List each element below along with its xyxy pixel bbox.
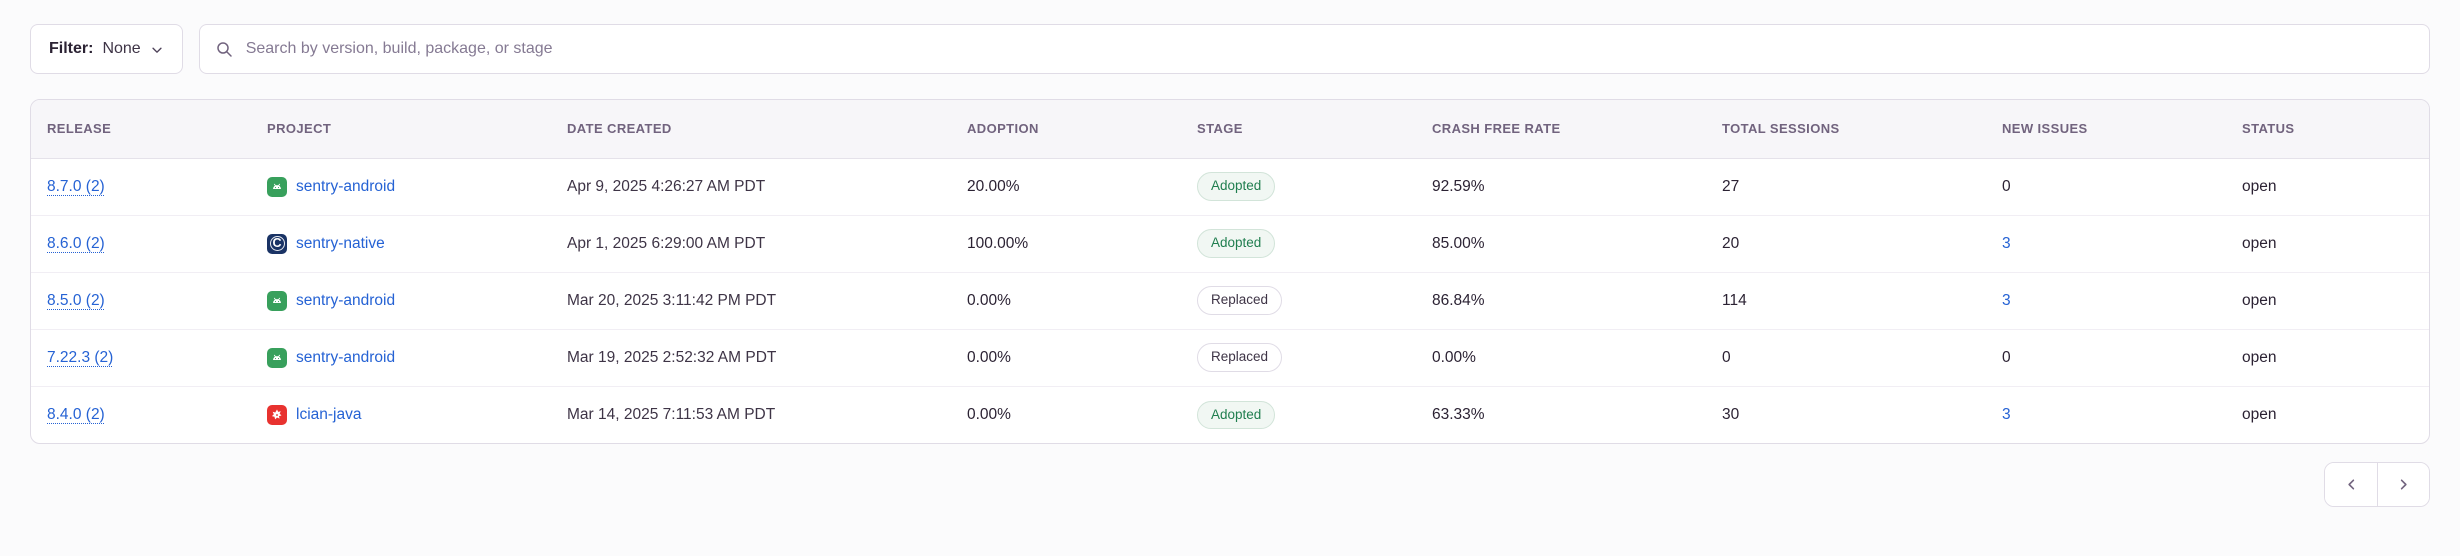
adoption-value: 0.00% <box>951 271 1181 329</box>
releases-table-card: RELEASE PROJECT DATE CREATED ADOPTION ST… <box>30 99 2430 444</box>
release-link[interactable]: 7.22.3 (2) <box>47 348 114 366</box>
search-icon <box>216 41 232 57</box>
table-row: 7.22.3 (2) sentry-android Mar 19, 2025 2… <box>31 328 2429 386</box>
project-link[interactable]: lcian-java <box>296 405 362 423</box>
adoption-value: 100.00% <box>951 214 1181 272</box>
search-bar <box>198 24 2430 74</box>
new-issues-value: 0 <box>2002 177 2011 195</box>
status-value: open <box>2226 271 2429 329</box>
date-created-value: Mar 19, 2025 2:52:32 AM PDT <box>551 328 951 386</box>
search-input[interactable] <box>243 39 2413 59</box>
table-header-row: RELEASE PROJECT DATE CREATED ADOPTION ST… <box>31 100 2429 159</box>
total-sessions-value: 0 <box>1706 328 1986 386</box>
chevron-right-icon <box>2400 479 2407 490</box>
stage-badge: Adopted <box>1197 400 1276 429</box>
release-link[interactable]: 8.5.0 (2) <box>47 291 105 309</box>
stage-badge: Replaced <box>1197 286 1283 315</box>
project-link[interactable]: sentry-android <box>296 291 396 309</box>
project-link[interactable]: sentry-android <box>296 177 396 195</box>
crash-free-rate-value: 86.84% <box>1416 271 1706 329</box>
toolbar: Filter: None <box>30 24 2430 74</box>
status-value: open <box>2226 214 2429 272</box>
total-sessions-value: 27 <box>1722 177 1740 195</box>
status-value: open <box>2226 328 2429 386</box>
pagination-button-group <box>2324 462 2430 507</box>
crash-free-rate-value: 85.00% <box>1416 214 1706 272</box>
java-icon <box>267 404 287 425</box>
stage-badge: Adopted <box>1197 229 1276 258</box>
total-sessions-value: 20 <box>1706 214 1986 272</box>
adoption-value: 0.00% <box>951 328 1181 386</box>
column-header-stage: STAGE <box>1181 100 1416 159</box>
android-icon <box>267 347 287 368</box>
column-header-crash-free-rate: CRASH FREE RATE <box>1416 100 1706 159</box>
release-link[interactable]: 8.4.0 (2) <box>47 405 105 423</box>
project-link[interactable]: sentry-native <box>296 234 385 252</box>
column-header-total-sessions: TOTAL SESSIONS <box>1706 100 1986 159</box>
date-created-value: Apr 1, 2025 6:29:00 AM PDT <box>551 214 951 272</box>
crash-free-rate-value: 0.00% <box>1416 328 1706 386</box>
filter-label: Filter: <box>49 40 94 57</box>
stage-badge: Replaced <box>1197 343 1283 372</box>
date-created-value: Apr 9, 2025 4:26:27 AM PDT <box>567 177 766 195</box>
adoption-value: 20.00% <box>967 177 1020 195</box>
table-row: 8.7.0 (2) sentry-android Apr 9, 2025 4:2… <box>31 158 2429 215</box>
table-row: 8.5.0 (2) sentry-android Mar 20, 2025 3:… <box>31 271 2429 329</box>
release-table-body: 8.7.0 (2) sentry-android Apr 9, 2025 4:2… <box>31 158 2429 443</box>
status-value: open <box>2226 385 2429 443</box>
pagination <box>30 462 2430 507</box>
next-page-button[interactable] <box>2377 463 2429 506</box>
c-icon: C <box>267 233 287 254</box>
total-sessions-value: 114 <box>1706 271 1986 329</box>
stage-badge: Adopted <box>1197 172 1276 201</box>
filter-value: None <box>102 40 141 57</box>
release-link[interactable]: 8.7.0 (2) <box>47 177 105 195</box>
column-header-status: STATUS <box>2226 100 2429 159</box>
chevron-left-icon <box>2347 479 2354 490</box>
project-link[interactable]: sentry-android <box>296 348 396 366</box>
chevron-down-icon <box>152 47 162 53</box>
column-header-new-issues: NEW ISSUES <box>1986 100 2226 159</box>
adoption-value: 0.00% <box>951 385 1181 443</box>
column-header-date-created: DATE CREATED <box>551 100 951 159</box>
android-icon <box>267 176 287 197</box>
table-row: 8.6.0 (2) C sentry-native Apr 1, 2025 6:… <box>31 214 2429 272</box>
previous-page-button[interactable] <box>2325 463 2377 506</box>
new-issues-value: 0 <box>2002 348 2011 366</box>
date-created-value: Mar 20, 2025 3:11:42 PM PDT <box>551 271 951 329</box>
crash-free-rate-value: 63.33% <box>1416 385 1706 443</box>
crash-free-rate-value: 92.59% <box>1432 177 1485 195</box>
column-header-project: PROJECT <box>251 100 551 159</box>
releases-table: RELEASE PROJECT DATE CREATED ADOPTION ST… <box>31 100 2429 443</box>
column-header-adoption: ADOPTION <box>951 100 1181 159</box>
new-issues-value[interactable]: 3 <box>2002 234 2011 252</box>
new-issues-value[interactable]: 3 <box>2002 405 2011 423</box>
total-sessions-value: 30 <box>1706 385 1986 443</box>
new-issues-value[interactable]: 3 <box>2002 291 2011 309</box>
filter-dropdown-button[interactable]: Filter: None <box>30 24 183 74</box>
android-icon <box>267 290 287 311</box>
date-created-value: Mar 14, 2025 7:11:53 AM PDT <box>551 385 951 443</box>
column-header-release: RELEASE <box>31 100 251 159</box>
release-link[interactable]: 8.6.0 (2) <box>47 234 105 252</box>
status-value: open <box>2242 177 2277 195</box>
table-row: 8.4.0 (2) lcian-java Mar 14, 2025 7:11:5… <box>31 385 2429 443</box>
